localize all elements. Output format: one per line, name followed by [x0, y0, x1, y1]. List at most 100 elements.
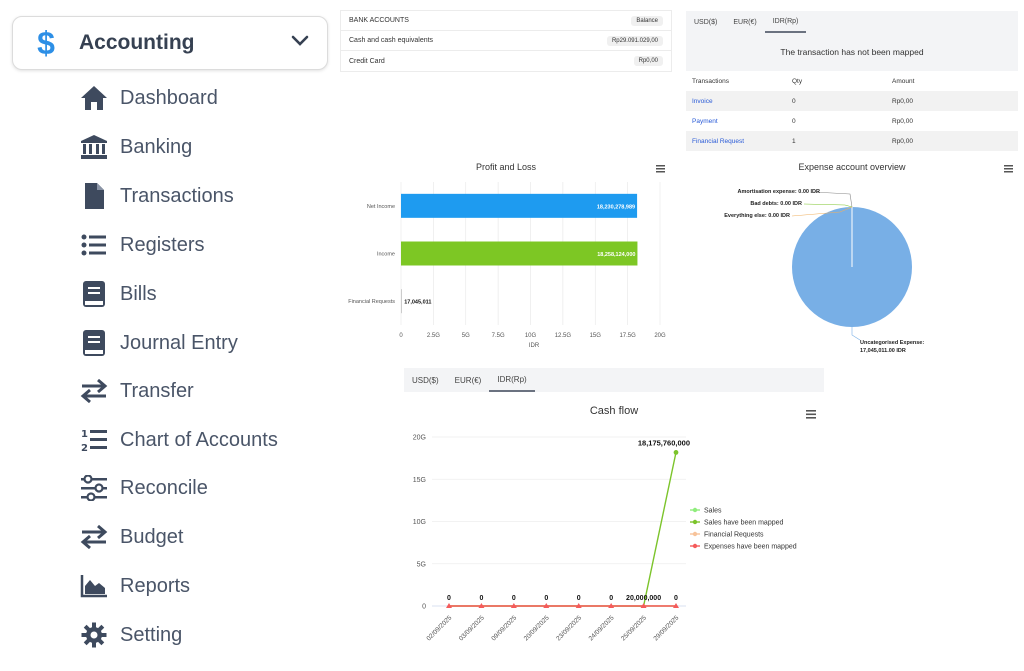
sidebar-item-label: Reconcile	[120, 477, 208, 500]
table-row: Invoice 0 Rp0,00	[686, 91, 1018, 111]
chevron-down-icon[interactable]	[291, 34, 309, 52]
x-tick-label: 09/09/2025	[490, 614, 518, 642]
sidebar-item-label: Journal Entry	[120, 332, 238, 355]
sidebar-item-transfer[interactable]: Transfer	[80, 375, 194, 407]
sidebar-item-setting[interactable]: Setting	[80, 619, 182, 651]
sidebar-item-label: Chart of Accounts	[120, 429, 278, 452]
data-label: 0	[544, 595, 548, 602]
balance-header: Balance	[631, 16, 663, 26]
y-tick-label: 0	[422, 604, 426, 611]
unmapped-message: The transaction has not been mapped	[686, 33, 1018, 71]
legend-item[interactable]: Expenses have been mapped	[690, 544, 797, 551]
sidebar-item-budget[interactable]: Budget	[80, 521, 183, 553]
sidebar-item-label: Setting	[120, 624, 182, 647]
bank-account-name: Credit Card	[349, 58, 385, 65]
x-tick-label: 23/09/2025	[555, 614, 583, 642]
legend-item[interactable]: Financial Requests	[690, 532, 764, 539]
transaction-amount: Rp0,00	[886, 131, 1018, 151]
y-tick-label: 20G	[413, 435, 426, 442]
bar[interactable]	[401, 289, 402, 313]
label-connector	[852, 327, 860, 340]
sidebar-item-label: Transfer	[120, 380, 194, 403]
sidebar-item-label: Budget	[120, 526, 183, 549]
y-tick-label: 5G	[417, 561, 426, 568]
budget-transfer-icon	[80, 523, 108, 551]
data-label: 18,230,278,989	[597, 204, 635, 210]
sidebar-item-label: Bills	[120, 283, 157, 306]
category-label: Net Income	[367, 204, 395, 210]
transaction-link[interactable]: Payment	[686, 111, 786, 131]
tab-idr[interactable]: IDR(Rp)	[489, 368, 534, 392]
data-label: 0	[674, 595, 678, 602]
legend-item[interactable]: Sales	[690, 508, 722, 515]
x-tick-label: 25/09/2025	[620, 614, 648, 642]
bank-account-row[interactable]: Cash and cash equivalents Rp29.091.029,0…	[341, 31, 671, 51]
x-tick-label: 02/09/2025	[425, 614, 453, 642]
hamburger-menu-icon[interactable]	[806, 410, 816, 419]
bank-icon	[80, 133, 108, 161]
x-tick-label: 03/09/2025	[458, 614, 486, 642]
svg-text:1: 1	[81, 429, 88, 440]
tab-eur[interactable]: EUR(€)	[725, 11, 764, 33]
sidebar-item-label: Reports	[120, 575, 190, 598]
x-tick-label: 24/09/2025	[588, 614, 616, 642]
x-axis-label: IDR	[529, 343, 540, 349]
bank-accounts-title: BANK ACCOUNTS	[349, 17, 409, 24]
x-tick-label: 0	[399, 333, 403, 339]
legend-label: Sales have been mapped	[704, 520, 783, 527]
chart-title: Cash flow	[590, 405, 638, 417]
transaction-link[interactable]: Invoice	[686, 91, 786, 111]
data-point[interactable]	[674, 450, 679, 455]
transactions-panel: USD($) EUR(€) IDR(Rp) The transaction ha…	[686, 11, 1018, 152]
sidebar-item-journal-entry[interactable]: Journal Entry	[80, 327, 238, 359]
bank-accounts-header: BANK ACCOUNTS Balance	[341, 11, 671, 31]
sidebar-item-label: Transactions	[120, 185, 234, 208]
column-header: Transactions	[686, 71, 786, 91]
tab-eur[interactable]: EUR(€)	[447, 368, 490, 392]
bank-account-name: Cash and cash equivalents	[349, 37, 433, 44]
sidebar-item-registers[interactable]: Registers	[80, 229, 204, 261]
legend-item[interactable]: Sales have been mapped	[690, 520, 783, 527]
x-tick-label: 20G	[654, 333, 666, 339]
pie-label-bad-debts: Bad debts: 0.00 IDR	[750, 201, 802, 207]
transaction-link[interactable]: Financial Request	[686, 131, 786, 151]
tab-idr[interactable]: IDR(Rp)	[765, 11, 807, 33]
hamburger-menu-icon[interactable]	[656, 165, 665, 173]
column-header: Qty	[786, 71, 886, 91]
legend-label: Financial Requests	[704, 532, 764, 539]
accounting-module-dropdown[interactable]: $ Accounting	[12, 16, 328, 70]
journal-icon	[80, 329, 108, 357]
sidebar-item-transactions[interactable]: Transactions	[80, 180, 234, 212]
pie-label-amortisation: Amortisation expense: 0.00 IDR	[737, 189, 820, 195]
transaction-qty: 1	[786, 131, 886, 151]
chart-title: Expense account overview	[798, 162, 906, 172]
tab-usd[interactable]: USD($)	[686, 11, 725, 33]
sidebar-item-reports[interactable]: Reports	[80, 570, 190, 602]
legend-label: Expenses have been mapped	[704, 544, 797, 551]
module-title: Accounting	[79, 31, 291, 55]
sidebar-item-reconcile[interactable]: Reconcile	[80, 472, 208, 504]
x-tick-label: 20/09/2025	[523, 614, 551, 642]
expense-overview-panel: Expense account overview Amortisation ex…	[682, 157, 1018, 357]
sidebar-item-bills[interactable]: Bills	[80, 278, 157, 310]
tab-usd[interactable]: USD($)	[404, 368, 447, 392]
sidebar-item-dashboard[interactable]: Dashboard	[80, 82, 218, 114]
gear-icon	[80, 621, 108, 649]
legend-label: Sales	[704, 508, 722, 515]
sidebar-item-banking[interactable]: Banking	[80, 131, 192, 163]
sidebar-item-label: Banking	[120, 136, 192, 159]
y-tick-label: 10G	[413, 519, 426, 526]
category-label: Income	[377, 252, 395, 258]
x-tick-label: 17.5G	[619, 333, 636, 339]
file-icon	[80, 182, 108, 210]
data-label: 0	[609, 595, 613, 602]
bank-account-row[interactable]: Credit Card Rp0,00	[341, 51, 671, 71]
currency-tabs: USD($) EUR(€) IDR(Rp)	[686, 11, 1018, 33]
hamburger-menu-icon[interactable]	[1004, 165, 1013, 173]
sidebar-item-label: Registers	[120, 234, 204, 257]
table-row: Payment 0 Rp0,00	[686, 111, 1018, 131]
